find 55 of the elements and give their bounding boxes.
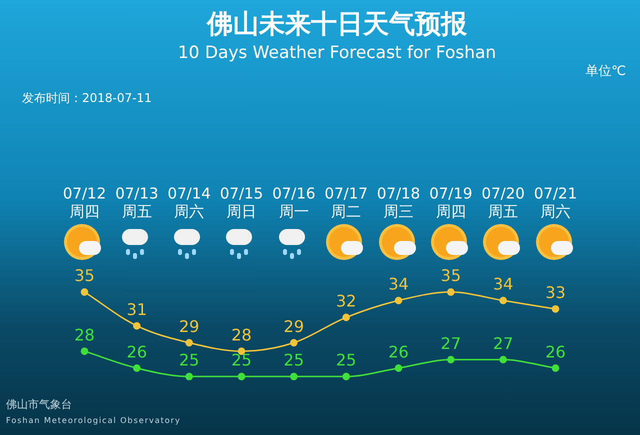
point [552,364,560,372]
data-label: 32 [336,292,356,311]
point [499,296,507,304]
data-label: 29 [178,316,200,336]
text: 单位℃ [585,63,626,80]
point [133,364,141,372]
chart-title: 佛山未来十日天气预报 [206,9,468,40]
point [552,305,560,313]
text: 发布时间：2018-07-11 [22,90,152,107]
x-tick-label: 07/18 周三 [376,184,420,220]
point [290,339,298,346]
data-label: 27 [492,334,514,353]
point [80,288,88,296]
data-label: 33 [545,283,566,302]
x-tick-label: 07/21 周六 [534,184,578,220]
data-label: 27 [440,334,462,353]
point [394,296,402,304]
x-tick-label: 07/16 周一 [272,184,316,220]
point [342,314,350,322]
point [447,356,455,364]
data-label: 26 [388,342,409,362]
x-tick-label: 07/20 周五 [482,184,525,220]
point [290,372,298,380]
data-label: 28 [74,325,95,344]
data-label: 25 [178,350,200,370]
x-tick-label: 07/15 周日 [220,184,264,220]
data-label: 26 [545,342,566,362]
point [80,347,88,355]
data-label: 28 [231,325,252,344]
chart-subtitle: 10 Days Weather Forecast for Foshan [178,42,496,63]
point [185,339,193,346]
x-tick-label: 07/14 周六 [168,184,211,220]
data-label: 29 [284,316,304,336]
x-tick-label: 07/19 周四 [429,184,472,220]
point [447,288,455,296]
x-tick-label: 07/13 周五 [115,184,158,220]
x-tick-label: 07/17 周二 [324,184,368,220]
x-tick-label: 07/12 周四 [62,184,106,220]
point [133,322,141,330]
data-label: 35 [440,266,462,286]
point [394,364,402,372]
data-label: 26 [126,342,148,362]
data-label: 25 [231,350,252,370]
data-label: 34 [492,274,514,294]
data-label: 35 [74,266,95,286]
point [238,372,246,380]
data-label: 34 [388,274,409,294]
data-label: 25 [284,350,304,370]
point [342,372,350,380]
text: Foshan Meteorological Observatory [6,416,181,425]
data-label: 25 [336,350,356,370]
text: 佛山市气象台 [6,397,72,412]
point [499,356,507,364]
data-label: 31 [126,300,148,320]
point [185,372,193,380]
